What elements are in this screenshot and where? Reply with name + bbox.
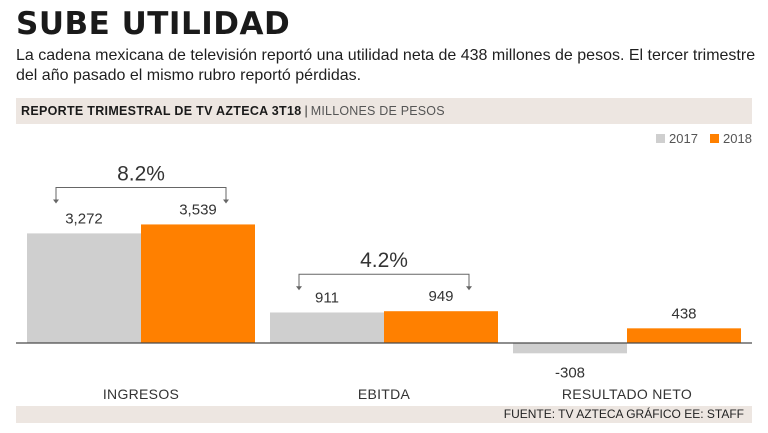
bar-resultado-neto-2017	[513, 343, 627, 354]
legend-swatch-2018	[710, 134, 719, 143]
bracket-arrow-right	[466, 286, 472, 291]
category-label-ingresos: INGRESOS	[103, 386, 179, 402]
chart-unit: MILLONES DE PESOS	[310, 104, 445, 118]
data-label-resultado-neto-2017: -308	[555, 364, 585, 381]
legend-label-2017: 2017	[669, 131, 698, 146]
data-label-ebitda-2018: 949	[428, 288, 453, 305]
data-label-ebitda-2017: 911	[315, 289, 339, 306]
bracket-ingresos	[55, 186, 227, 203]
bar-ebitda-2018	[384, 311, 498, 343]
chart-title: REPORTE TRIMESTRAL DE TV AZTECA 3T18	[21, 104, 302, 118]
data-label-resultado-neto-2018: 438	[671, 305, 696, 322]
headline: SUBE UTILIDAD	[16, 6, 291, 42]
growth-label-ebitda: 4.2%	[360, 249, 408, 272]
category-label-ebitda: EBITDA	[358, 386, 411, 402]
bar-ingresos-2018	[141, 224, 255, 343]
bracket-arrow-left	[53, 199, 59, 204]
data-label-ingresos-2018: 3,539	[179, 201, 217, 218]
bar-ebitda-2017	[270, 312, 384, 343]
bar-ingresos-2017	[27, 233, 141, 343]
subtitle-separator: |	[304, 104, 308, 118]
bar-chart: 3,272 3,539 INGRESOS 911 949 EBITDA -308 438 RES…	[16, 131, 752, 402]
chart-subtitle-bar: REPORTE TRIMESTRAL DE TV AZTECA 3T18 | MIL…	[16, 98, 752, 124]
growth-label-ingresos: 8.2%	[117, 162, 165, 185]
category-label-resultado-neto: RESULTADO NETO	[562, 386, 692, 402]
legend-label-2018: 2018	[723, 131, 752, 146]
data-label-ingresos-2017: 3,272	[65, 210, 103, 227]
source-footer: FUENTE: TV AZTECA GRÁFICO EE: STAFF	[16, 406, 752, 423]
bracket-ebitda	[298, 273, 470, 290]
deck-text: La cadena mexicana de televisión reportó…	[16, 47, 756, 84]
bracket-arrow-right	[223, 199, 229, 204]
bar-resultado-neto-2018	[627, 328, 741, 343]
legend-swatch-2017	[656, 134, 665, 143]
bracket-arrow-left	[296, 286, 302, 291]
